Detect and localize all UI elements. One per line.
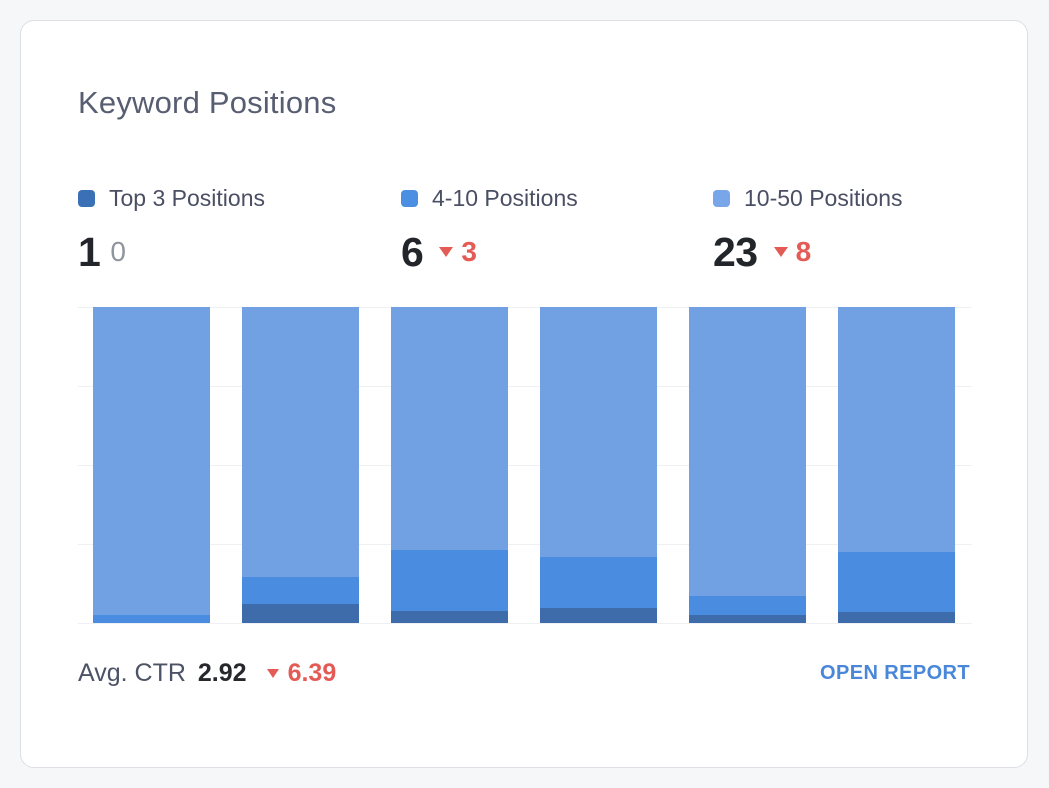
stat-value: 6 xyxy=(401,228,424,275)
avg-ctr-label: Avg. CTR xyxy=(78,659,186,687)
card-footer: Avg. CTR 2.92 6.39 OPEN REPORT xyxy=(78,659,970,688)
bar-segment xyxy=(242,576,359,605)
stat-change: 0 xyxy=(110,236,126,267)
bar-segment xyxy=(838,551,955,612)
legend-swatch-icon xyxy=(78,190,95,207)
chart-bars xyxy=(78,307,970,623)
stat-value: 23 xyxy=(713,228,758,275)
bar-segment xyxy=(689,615,806,623)
legend-and-stats-row: Top 3 Positions 1 0 4-10 Positions 6 3 10-50 P… xyxy=(78,185,970,276)
gridline xyxy=(78,307,972,308)
bar-5[interactable] xyxy=(689,307,806,623)
triangle-down-icon xyxy=(773,247,788,257)
bar-segment xyxy=(242,604,359,623)
legend-label: 4-10 Positions xyxy=(432,185,578,211)
triangle-down-icon xyxy=(439,247,454,257)
avg-ctr-change: 6.39 xyxy=(287,659,337,687)
bar-segment xyxy=(242,307,359,577)
bar-segment xyxy=(391,307,508,551)
stat-change: 3 xyxy=(461,236,477,267)
stat-column: Top 3 Positions 1 0 xyxy=(78,185,401,276)
gridline xyxy=(78,465,972,466)
bar-segment xyxy=(689,307,806,597)
bar-segment xyxy=(838,611,955,623)
card-title: Keyword Positions xyxy=(78,85,337,120)
bar-segment xyxy=(391,550,508,611)
bar-3[interactable] xyxy=(391,307,508,623)
legend-item: Top 3 Positions xyxy=(78,185,401,212)
bar-segment xyxy=(540,556,657,608)
bar-1[interactable] xyxy=(93,307,210,623)
stat-change: 8 xyxy=(795,236,812,267)
bar-segment xyxy=(540,307,657,557)
legend-item: 10-50 Positions xyxy=(713,185,970,212)
bar-6[interactable] xyxy=(838,307,955,623)
avg-ctr-group: Avg. CTR 2.92 6.39 xyxy=(78,659,336,688)
stat-value: 1 xyxy=(78,228,101,275)
legend-label: Top 3 Positions xyxy=(109,185,265,211)
open-report-link[interactable]: OPEN REPORT xyxy=(820,662,970,684)
gridline xyxy=(78,386,972,387)
legend-item: 4-10 Positions xyxy=(401,185,713,212)
bar-segment xyxy=(689,596,806,616)
stat-column: 10-50 Positions 23 8 xyxy=(713,185,970,276)
bar-segment xyxy=(540,607,657,623)
bar-segment xyxy=(838,307,955,552)
legend-swatch-icon xyxy=(401,190,418,207)
stat-column: 4-10 Positions 6 3 xyxy=(401,185,713,276)
legend-label: 10-50 Positions xyxy=(744,185,903,211)
bar-2[interactable] xyxy=(242,307,359,623)
legend-swatch-icon xyxy=(713,190,730,207)
bar-segment xyxy=(391,611,508,623)
gridline xyxy=(78,623,972,624)
stat-value-line: 23 8 xyxy=(713,228,970,276)
triangle-down-icon xyxy=(266,669,279,678)
keyword-positions-card: Keyword Positions Top 3 Positions 1 0 4-10 … xyxy=(20,20,1028,768)
avg-ctr-value: 2.92 xyxy=(197,659,247,687)
stacked-bar-chart xyxy=(78,307,972,624)
gridline xyxy=(78,544,972,545)
bar-4[interactable] xyxy=(540,307,657,623)
bar-segment xyxy=(93,615,210,623)
bar-segment xyxy=(93,307,210,616)
